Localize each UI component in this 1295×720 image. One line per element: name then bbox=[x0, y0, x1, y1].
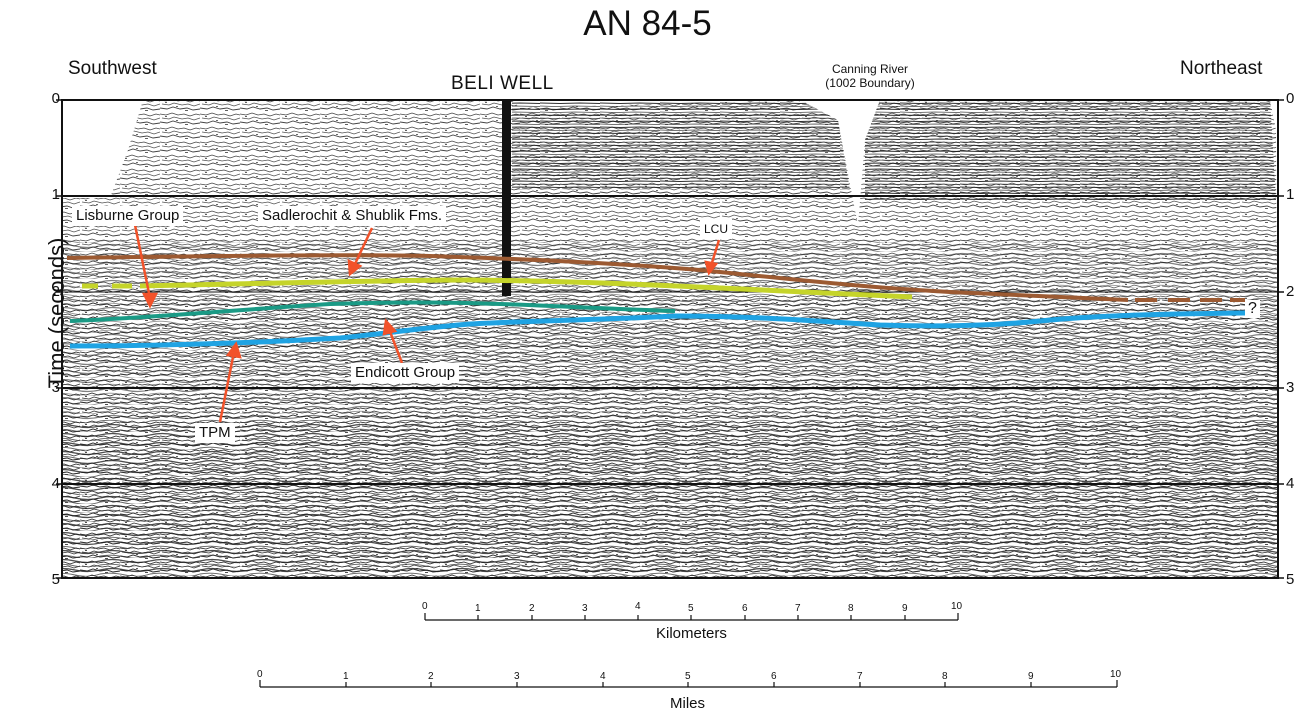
mi-tick-2: 2 bbox=[428, 671, 434, 682]
y-tick-right-3: 3 bbox=[1286, 379, 1295, 396]
direction-northeast: Northeast bbox=[1180, 58, 1263, 79]
sadlerochit-horizon bbox=[82, 277, 913, 300]
km-scale-bar bbox=[424, 613, 959, 621]
y-tick-right-0: 0 bbox=[1286, 90, 1295, 107]
km-tick-4: 4 bbox=[635, 601, 641, 612]
mi-tick-9: 9 bbox=[1028, 671, 1034, 682]
sadlerochit-label: Sadlerochit & Shublik Fms. bbox=[258, 206, 447, 226]
miles-scale-bar bbox=[259, 680, 1118, 688]
mi-tick-5: 5 bbox=[685, 671, 691, 682]
km-tick-6: 6 bbox=[742, 603, 748, 614]
km-tick-10: 10 bbox=[951, 601, 963, 612]
well-label: BELI WELL bbox=[451, 73, 554, 94]
y-tick-right-1: 1 bbox=[1286, 186, 1295, 203]
direction-southwest: Southwest bbox=[68, 58, 157, 79]
mi-tick-6: 6 bbox=[771, 671, 777, 682]
lisburne-arrow bbox=[133, 224, 152, 299]
endicott-label: Endicott Group bbox=[351, 363, 460, 383]
lcu-arrow bbox=[709, 239, 721, 267]
lisburne-arrowhead bbox=[141, 292, 159, 309]
mi-tick-10: 10 bbox=[1110, 669, 1122, 680]
sadlerochit-arrow bbox=[352, 227, 374, 267]
km-tick-0: 0 bbox=[422, 601, 428, 612]
y-tick-right-4: 4 bbox=[1286, 475, 1295, 492]
lcu-label: LCU bbox=[700, 219, 733, 239]
mi-tick-8: 8 bbox=[942, 671, 948, 682]
lcu-arrowhead bbox=[704, 260, 719, 276]
km-tick-8: 8 bbox=[848, 603, 854, 614]
lcu-horizon bbox=[66, 253, 1129, 302]
section-title: AN 84-5 bbox=[583, 4, 712, 43]
y-tick-left-1: 1 bbox=[51, 186, 60, 203]
sadlerochit-arrowhead bbox=[347, 258, 363, 277]
y-tick-left-5: 5 bbox=[51, 571, 60, 588]
km-tick-3: 3 bbox=[582, 603, 588, 614]
lisburne-horizon bbox=[69, 300, 676, 323]
tpm-horizon bbox=[69, 310, 1246, 349]
canning-river-line1: Canning River bbox=[831, 62, 909, 76]
unknown-marker: ? bbox=[1245, 300, 1260, 318]
tpm-arrow bbox=[218, 351, 236, 423]
y-tick-left-4: 4 bbox=[51, 475, 60, 492]
mi-tick-0: 0 bbox=[257, 669, 263, 680]
lisburne-label: Lisburne Group bbox=[72, 206, 184, 226]
endicott-arrow bbox=[387, 328, 404, 364]
km-tick-7: 7 bbox=[795, 603, 801, 614]
section-frame bbox=[61, 99, 1279, 579]
mi-scale-label: Miles bbox=[670, 695, 706, 712]
mi-tick-4: 4 bbox=[600, 671, 606, 682]
km-tick-1: 1 bbox=[475, 603, 481, 614]
tpm-label: TPM bbox=[195, 423, 235, 443]
canning-river-label: Canning River (1002 Boundary) bbox=[800, 62, 940, 90]
y-tick-right-5: 5 bbox=[1286, 571, 1295, 588]
well-bar bbox=[502, 100, 511, 296]
tpm-arrowhead bbox=[225, 341, 242, 359]
y-tick-left-3: 3 bbox=[51, 379, 60, 396]
endicott-arrowhead bbox=[382, 318, 398, 336]
mi-tick-3: 3 bbox=[514, 671, 520, 682]
canning-river-line2: (1002 Boundary) bbox=[825, 76, 915, 90]
km-tick-5: 5 bbox=[688, 603, 694, 614]
km-tick-9: 9 bbox=[902, 603, 908, 614]
mi-tick-1: 1 bbox=[343, 671, 349, 682]
km-scale-label: Kilometers bbox=[656, 625, 727, 642]
y-tick-right-2: 2 bbox=[1286, 283, 1295, 300]
y-tick-left-0: 0 bbox=[51, 90, 60, 107]
y-tick-left-2: 2 bbox=[51, 283, 60, 300]
mi-tick-7: 7 bbox=[857, 671, 863, 682]
km-tick-2: 2 bbox=[529, 603, 535, 614]
